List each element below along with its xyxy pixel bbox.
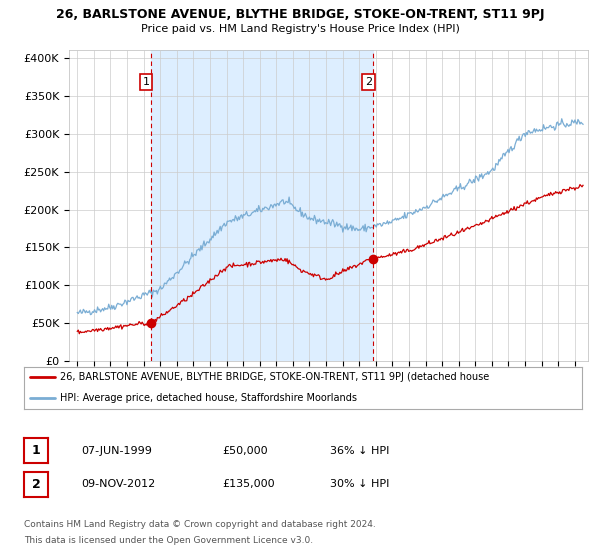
Text: £135,000: £135,000 — [222, 479, 275, 489]
Text: 1: 1 — [142, 77, 149, 87]
Text: This data is licensed under the Open Government Licence v3.0.: This data is licensed under the Open Gov… — [24, 536, 313, 545]
Text: 2: 2 — [365, 77, 372, 87]
Text: 1: 1 — [32, 444, 40, 458]
Text: 2: 2 — [32, 478, 40, 491]
Text: Price paid vs. HM Land Registry's House Price Index (HPI): Price paid vs. HM Land Registry's House … — [140, 24, 460, 34]
Text: 26, BARLSTONE AVENUE, BLYTHE BRIDGE, STOKE-ON-TRENT, ST11 9PJ: 26, BARLSTONE AVENUE, BLYTHE BRIDGE, STO… — [56, 8, 544, 21]
Text: 09-NOV-2012: 09-NOV-2012 — [81, 479, 155, 489]
Text: 30% ↓ HPI: 30% ↓ HPI — [330, 479, 389, 489]
Text: £50,000: £50,000 — [222, 446, 268, 456]
Text: Contains HM Land Registry data © Crown copyright and database right 2024.: Contains HM Land Registry data © Crown c… — [24, 520, 376, 529]
Text: 26, BARLSTONE AVENUE, BLYTHE BRIDGE, STOKE-ON-TRENT, ST11 9PJ (detached house: 26, BARLSTONE AVENUE, BLYTHE BRIDGE, STO… — [60, 372, 490, 382]
Text: 07-JUN-1999: 07-JUN-1999 — [81, 446, 152, 456]
Text: 36% ↓ HPI: 36% ↓ HPI — [330, 446, 389, 456]
Text: HPI: Average price, detached house, Staffordshire Moorlands: HPI: Average price, detached house, Staf… — [60, 393, 357, 403]
Bar — [151, 50, 373, 361]
